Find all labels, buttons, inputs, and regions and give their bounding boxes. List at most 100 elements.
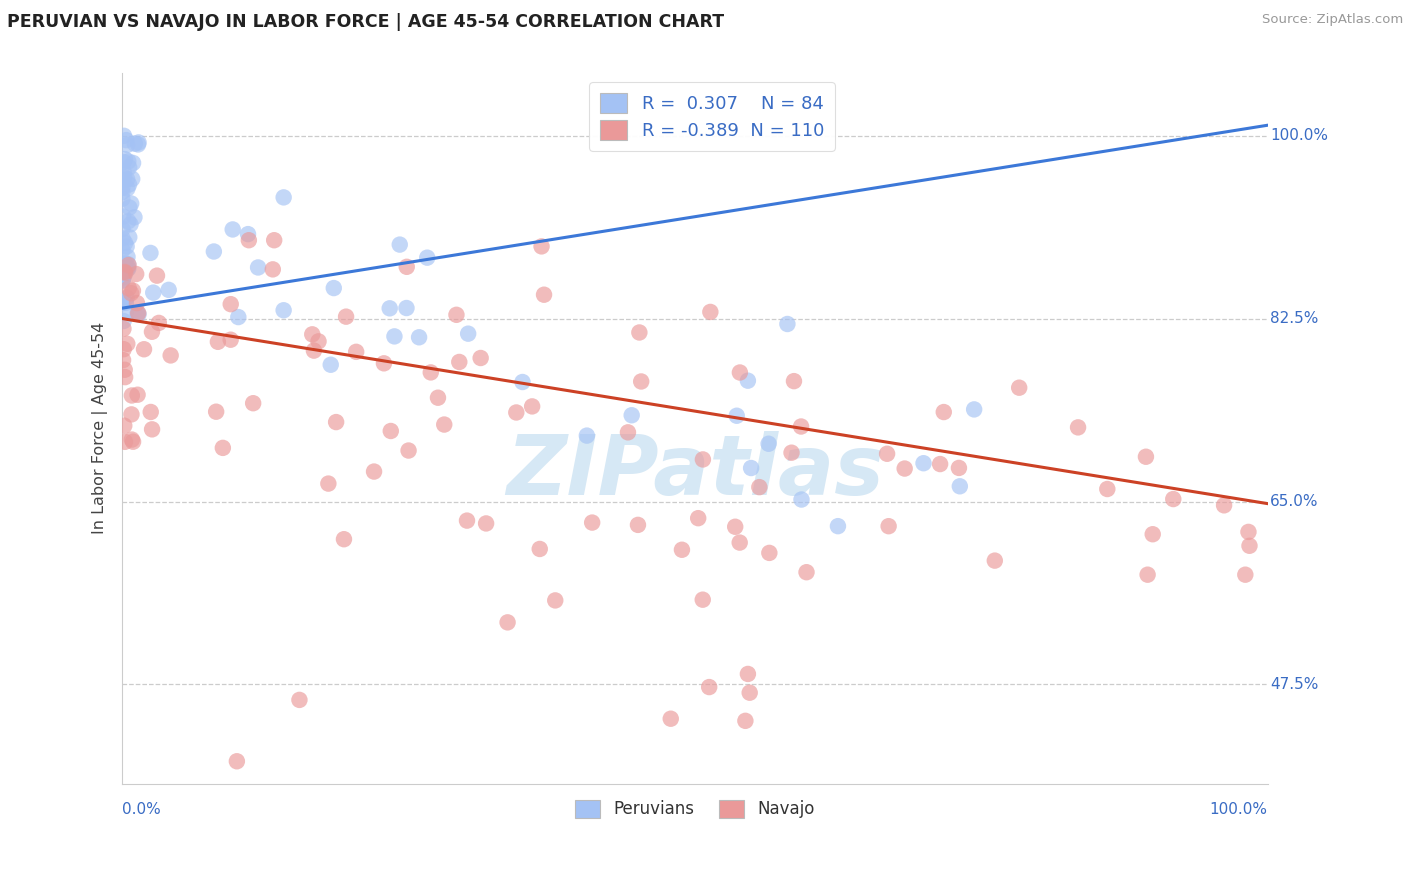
Point	[115, 304, 138, 318]
Point	[335, 310, 357, 324]
Point	[146, 268, 169, 283]
Point	[112, 165, 135, 179]
Point	[132, 343, 155, 357]
Point	[117, 336, 139, 351]
Point	[112, 342, 135, 356]
Point	[127, 137, 149, 152]
Point	[139, 246, 162, 260]
Point	[617, 425, 640, 440]
Point	[734, 714, 756, 728]
Point	[122, 434, 145, 449]
Point	[111, 222, 134, 236]
Point	[738, 686, 761, 700]
Point	[114, 266, 136, 280]
Text: 82.5%: 82.5%	[1270, 311, 1319, 326]
Point	[238, 233, 260, 247]
Point	[456, 514, 478, 528]
Point	[120, 286, 142, 301]
Point	[1239, 539, 1261, 553]
Point	[728, 366, 751, 380]
Point	[449, 355, 471, 369]
Point	[446, 308, 468, 322]
Point	[111, 274, 134, 288]
Point	[117, 261, 139, 276]
Point	[378, 301, 401, 316]
Text: 65.0%: 65.0%	[1270, 494, 1319, 509]
Point	[725, 409, 748, 423]
Point	[319, 358, 342, 372]
Point	[984, 553, 1007, 567]
Point	[692, 592, 714, 607]
Point	[219, 297, 242, 311]
Point	[112, 314, 135, 328]
Point	[388, 237, 411, 252]
Point	[115, 291, 138, 305]
Point	[384, 329, 406, 343]
Point	[121, 388, 143, 402]
Point	[748, 480, 770, 494]
Point	[776, 317, 799, 331]
Point	[247, 260, 270, 275]
Point	[318, 476, 340, 491]
Point	[115, 138, 138, 153]
Point	[790, 492, 813, 507]
Point	[628, 326, 651, 340]
Point	[112, 128, 135, 143]
Point	[236, 227, 259, 241]
Point	[111, 180, 134, 194]
Text: ZIPatlas: ZIPatlas	[506, 431, 884, 511]
Point	[114, 152, 136, 166]
Point	[111, 273, 134, 287]
Point	[659, 712, 682, 726]
Point	[148, 316, 170, 330]
Point	[912, 456, 935, 470]
Point	[202, 244, 225, 259]
Point	[219, 333, 242, 347]
Point	[114, 434, 136, 449]
Point	[211, 441, 233, 455]
Point	[1008, 381, 1031, 395]
Point	[205, 405, 228, 419]
Point	[496, 615, 519, 630]
Point	[948, 461, 970, 475]
Point	[225, 754, 247, 768]
Point	[127, 306, 149, 320]
Point	[876, 447, 898, 461]
Point	[207, 334, 229, 349]
Point	[111, 270, 134, 285]
Point	[1234, 567, 1257, 582]
Point	[758, 436, 780, 450]
Point	[620, 409, 643, 423]
Legend: Peruvians, Navajo: Peruvians, Navajo	[568, 793, 821, 825]
Text: 0.0%: 0.0%	[122, 802, 160, 816]
Point	[112, 353, 135, 368]
Point	[111, 243, 134, 257]
Point	[117, 154, 139, 169]
Point	[141, 325, 163, 339]
Point	[111, 296, 134, 310]
Point	[112, 322, 135, 336]
Point	[159, 348, 181, 362]
Point	[877, 519, 900, 533]
Point	[529, 541, 551, 556]
Point	[142, 285, 165, 300]
Point	[141, 422, 163, 436]
Point	[1142, 527, 1164, 541]
Point	[263, 233, 285, 247]
Point	[697, 680, 720, 694]
Text: 47.5%: 47.5%	[1270, 677, 1319, 692]
Point	[114, 235, 136, 250]
Point	[228, 310, 250, 324]
Point	[671, 542, 693, 557]
Point	[139, 405, 162, 419]
Point	[398, 443, 420, 458]
Point	[114, 370, 136, 384]
Point	[115, 172, 138, 186]
Point	[724, 520, 747, 534]
Point	[380, 424, 402, 438]
Point	[505, 405, 527, 419]
Point	[112, 155, 135, 169]
Point	[288, 693, 311, 707]
Point	[122, 284, 145, 298]
Point	[963, 402, 986, 417]
